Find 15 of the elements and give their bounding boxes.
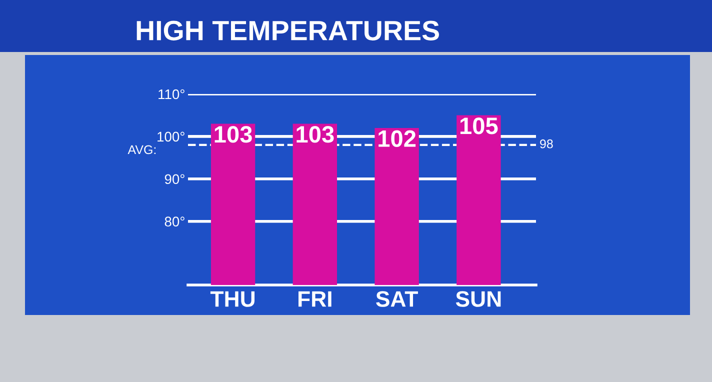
data-label: 105 <box>460 118 498 134</box>
y-tick-label: 90° <box>164 174 184 184</box>
x-tick-label: FRI <box>298 291 332 307</box>
x-tick-label: THU <box>210 291 255 307</box>
y-tick-label: 110° <box>158 89 184 100</box>
text: 98 <box>540 139 553 148</box>
x-tick-label: SAT <box>376 291 418 307</box>
ref-line-label: AVG: <box>128 145 156 154</box>
chart-title: HIGH TEMPERATURES <box>136 20 439 40</box>
y-tick-label: 100° <box>158 132 184 142</box>
data-label: 102 <box>378 130 416 147</box>
y-tick-label: 80° <box>164 216 184 227</box>
data-label: 103 <box>214 126 252 143</box>
x-tick-label: SUN <box>456 291 501 307</box>
data-label: 103 <box>296 126 334 143</box>
